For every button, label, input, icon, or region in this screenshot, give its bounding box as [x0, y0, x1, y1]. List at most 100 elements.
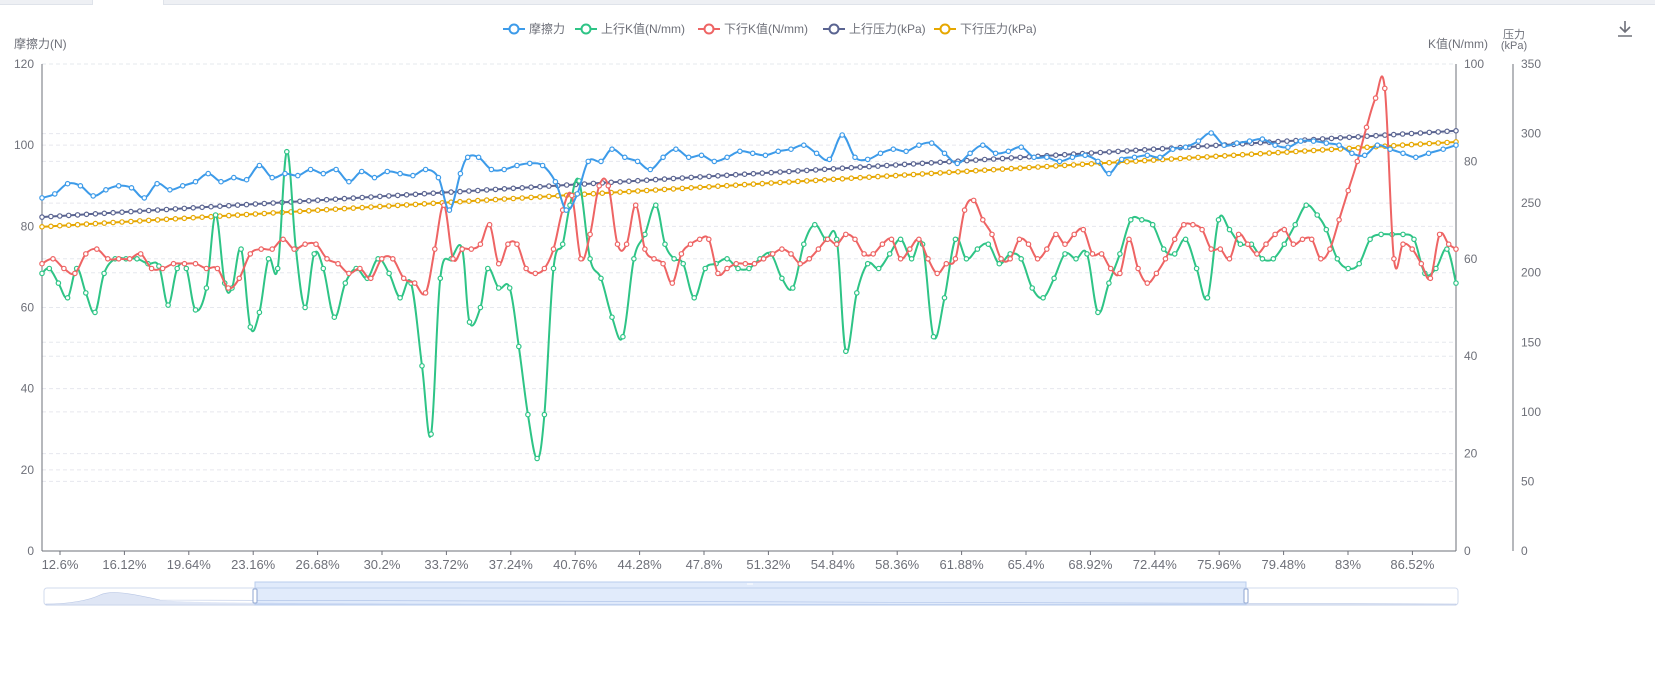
data-point	[385, 193, 392, 199]
legend-item[interactable]: 摩擦力	[503, 21, 565, 36]
data-point	[39, 195, 45, 201]
data-point	[477, 241, 484, 248]
data-point	[651, 255, 657, 262]
data-point	[1246, 138, 1253, 144]
data-point	[999, 155, 1006, 162]
data-point	[218, 178, 224, 185]
data-point	[732, 171, 739, 178]
data-point	[706, 184, 712, 190]
data-point	[590, 180, 597, 187]
data-point	[172, 216, 179, 222]
legend-item[interactable]: 上行压力(kPa)	[823, 22, 926, 36]
data-point	[1400, 150, 1406, 157]
zoom-handle-right[interactable]	[1243, 588, 1249, 604]
data-point	[705, 236, 712, 243]
data-point	[307, 166, 314, 173]
data-point	[775, 148, 782, 155]
data-point	[779, 275, 785, 282]
data-point	[234, 212, 241, 218]
data-point	[1378, 231, 1384, 238]
data-point	[812, 177, 819, 184]
data-point	[903, 148, 909, 155]
data-point	[65, 212, 72, 219]
data-point	[389, 255, 396, 262]
data-point	[1433, 265, 1439, 272]
data-point	[908, 255, 915, 262]
data-point	[581, 191, 588, 198]
data-point	[1334, 255, 1341, 262]
data-point	[72, 270, 78, 277]
data-point	[486, 221, 493, 228]
data-point	[269, 174, 276, 181]
data-point	[464, 154, 471, 161]
data-point	[505, 241, 511, 248]
data-point	[346, 178, 352, 185]
data-point	[919, 160, 926, 167]
left-tick-label: 20	[21, 463, 35, 477]
data-point	[280, 236, 286, 243]
legend-item[interactable]: 上行K值(N/mm)	[575, 21, 685, 36]
data-point	[999, 166, 1006, 172]
data-point	[1310, 138, 1317, 144]
legend-item[interactable]: 下行压力(kPa)	[934, 22, 1037, 36]
data-point	[1328, 146, 1335, 153]
pressure-axis-name: 压力	[1503, 28, 1525, 41]
data-point	[483, 197, 490, 203]
data-point	[192, 260, 199, 267]
data-point	[916, 236, 922, 243]
data-point	[92, 220, 99, 227]
x-tick-label: 30.2%	[364, 557, 401, 572]
data-point	[886, 251, 893, 257]
data-point	[1195, 154, 1201, 161]
data-point	[421, 190, 428, 197]
data-point	[523, 265, 529, 272]
data-point	[1195, 138, 1202, 144]
data-point	[214, 265, 221, 272]
data-point	[506, 285, 513, 291]
data-point	[115, 183, 122, 189]
x-tick-label: 16.12%	[102, 557, 147, 572]
data-point	[61, 265, 67, 272]
data-point	[1399, 131, 1406, 137]
data-point	[1149, 221, 1156, 228]
data-point	[1159, 145, 1166, 152]
left-tick-label: 0	[27, 544, 34, 558]
data-point	[1025, 241, 1032, 248]
zoom-handle-left[interactable]	[252, 588, 258, 604]
active-tab[interactable]	[92, 0, 164, 5]
data-point	[154, 217, 161, 223]
data-point	[1208, 246, 1215, 252]
data-point	[145, 217, 152, 224]
data-point	[769, 251, 776, 257]
legend-marker	[828, 23, 840, 35]
data-point	[759, 170, 766, 176]
data-point	[697, 184, 703, 191]
data-point	[110, 219, 116, 226]
data-point	[1408, 141, 1415, 148]
data-point	[46, 265, 53, 272]
download-icon	[1618, 21, 1632, 37]
data-point	[925, 255, 931, 262]
left-tick-label: 60	[21, 301, 35, 315]
data-point	[1390, 131, 1397, 138]
download-button[interactable]	[1614, 18, 1636, 40]
legend-item[interactable]: 下行K值(N/mm)	[698, 21, 808, 36]
legend-marker	[939, 23, 951, 35]
data-point	[985, 241, 992, 248]
data-point	[64, 180, 71, 187]
data-point	[1141, 147, 1148, 153]
data-point	[864, 156, 871, 163]
data-point	[1435, 129, 1442, 135]
data-point	[990, 156, 997, 162]
data-point	[733, 260, 740, 267]
zoom-selection[interactable]	[254, 581, 1247, 606]
data-point	[1444, 246, 1450, 252]
data-point	[979, 142, 986, 149]
data-point	[848, 164, 855, 171]
data-point	[534, 455, 540, 462]
data-point	[510, 185, 517, 192]
data-point	[824, 236, 831, 243]
data-point	[642, 246, 648, 252]
data-point	[813, 150, 820, 157]
data-point	[797, 260, 804, 267]
